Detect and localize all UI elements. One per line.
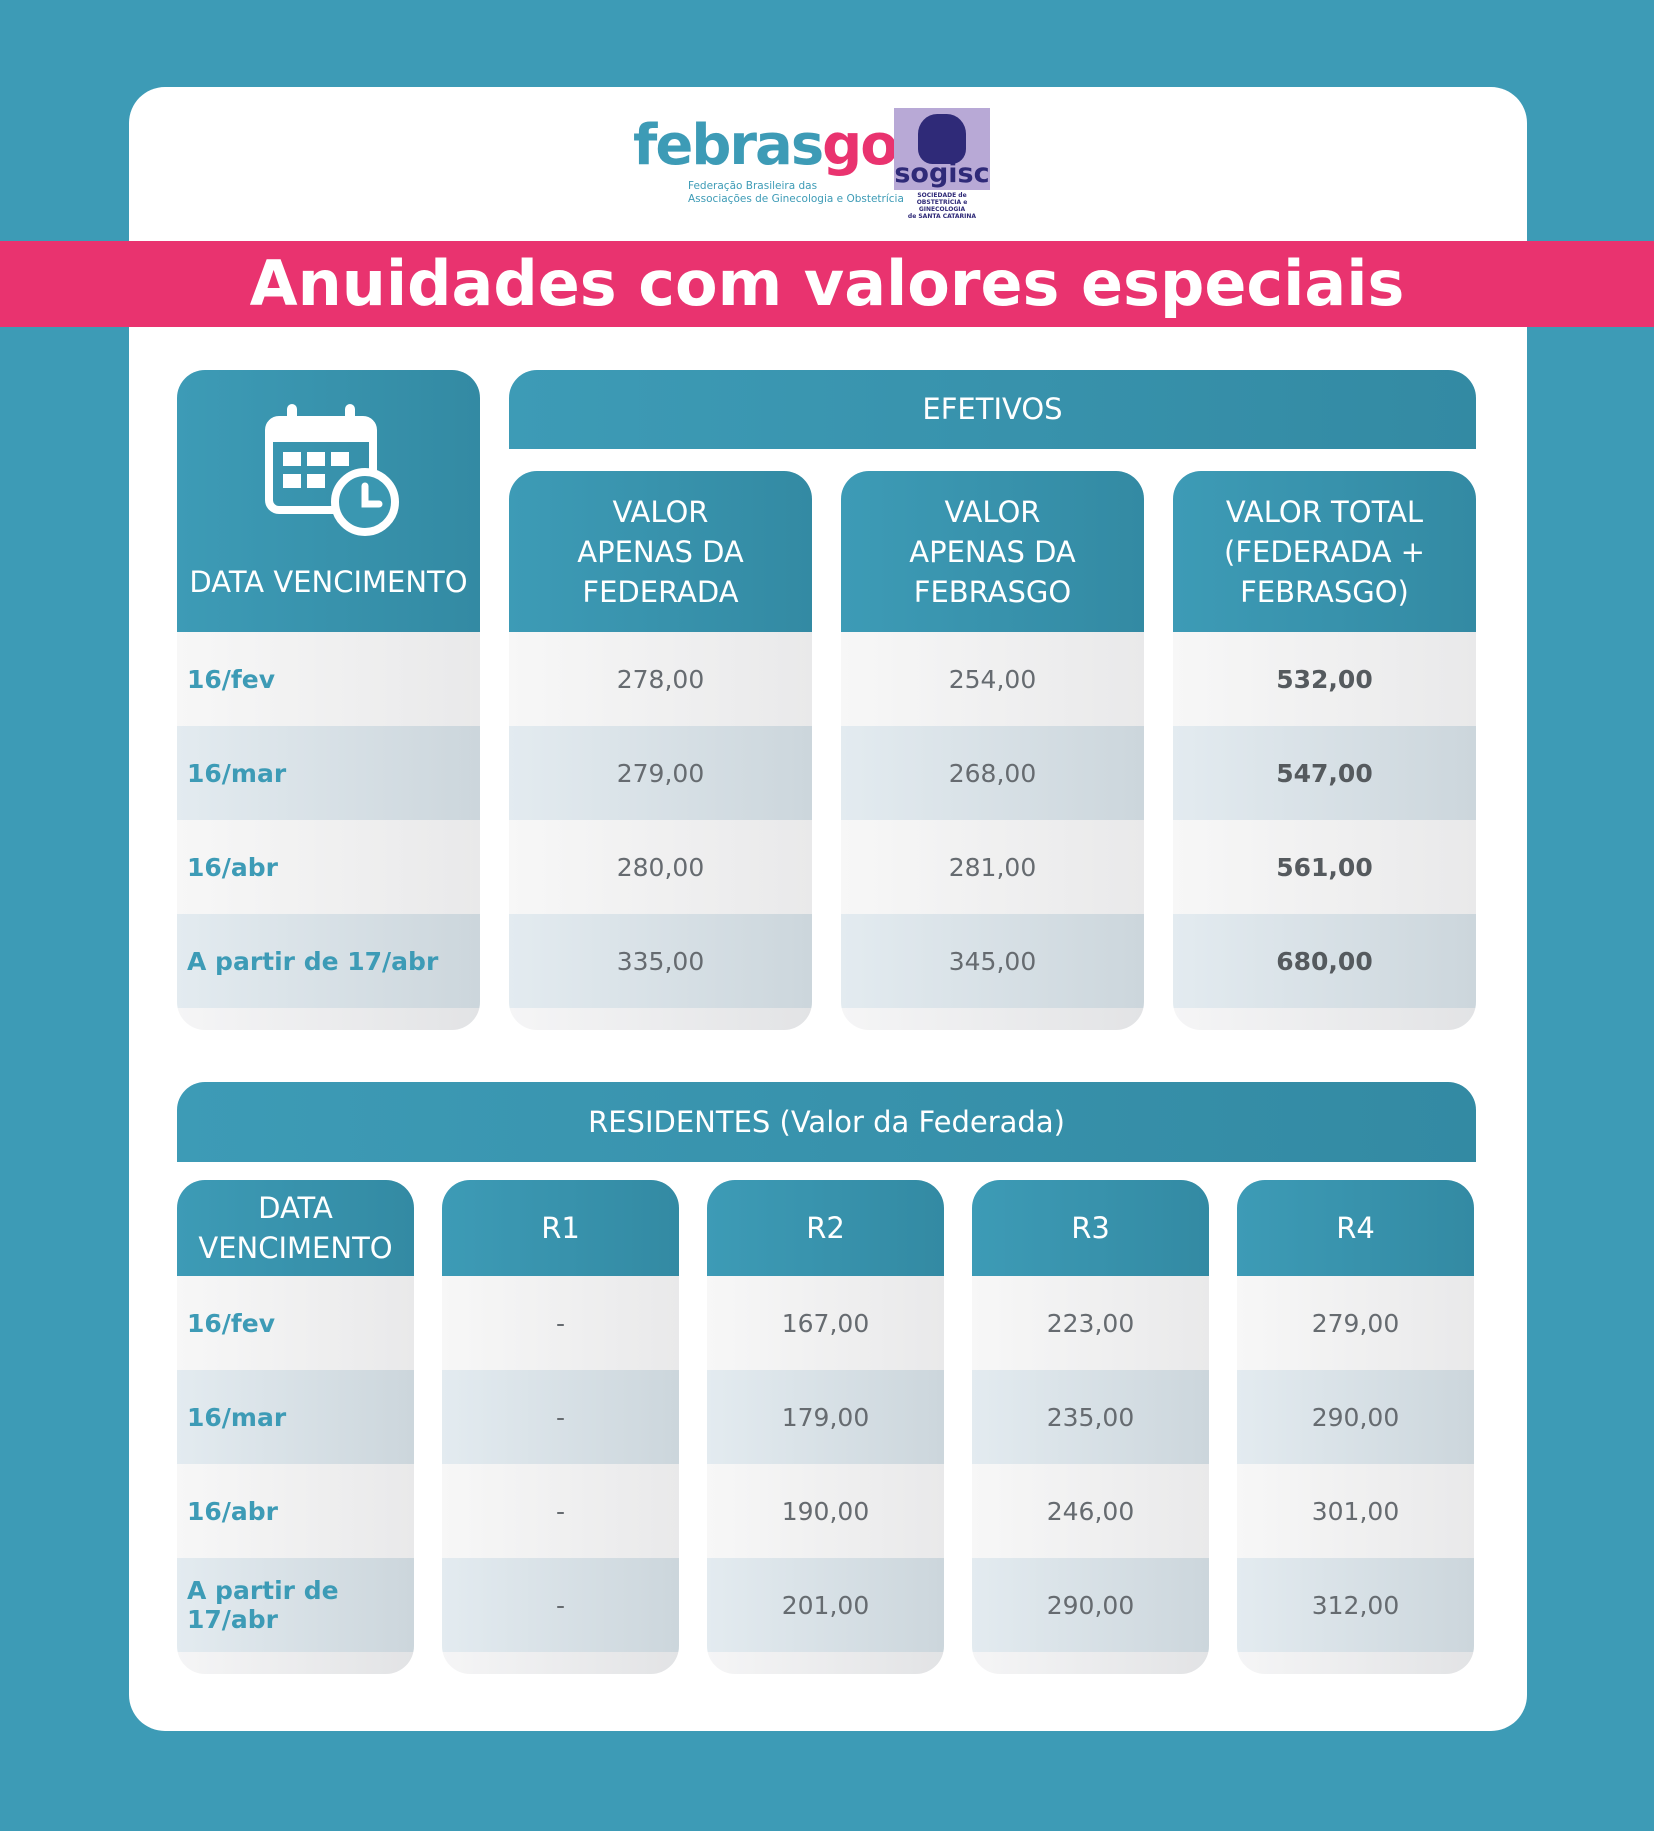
residentes-date-column: DATA VENCIMENTO 16/fev 16/mar 16/abr A p… bbox=[177, 1180, 414, 1674]
efetivos-federada-cell: 335,00 bbox=[509, 914, 812, 1008]
residentes-r4-column: R4 279,00 290,00 301,00 312,00 bbox=[1237, 1180, 1474, 1674]
residentes-date-header: DATA VENCIMENTO bbox=[177, 1180, 414, 1276]
efetivos-febrasgo-cell: 254,00 bbox=[841, 632, 1144, 726]
sogisc-logo: sogisc SOCIEDADE de OBSTETRÍCIA e GINECO… bbox=[894, 108, 990, 224]
efetivos-total-cell: 547,00 bbox=[1173, 726, 1476, 820]
residentes-date-cell: 16/fev bbox=[177, 1276, 414, 1370]
efetivos-febrasgo-cell: 268,00 bbox=[841, 726, 1144, 820]
efetivos-total-header: VALOR TOTAL (FEDERADA + FEBRASGO) bbox=[1173, 471, 1476, 632]
febrasgo-logo: febrasgo Federação Brasileira das Associ… bbox=[633, 118, 904, 208]
residentes-date-cell: 16/mar bbox=[177, 1370, 414, 1464]
residentes-r1-cell: - bbox=[442, 1558, 679, 1652]
efetivos-section-header: EFETIVOS bbox=[509, 370, 1476, 449]
residentes-r4-cell: 312,00 bbox=[1237, 1558, 1474, 1652]
page-title: Anuidades com valores especiais bbox=[0, 241, 1654, 327]
febrasgo-logo-subtitle: Federação Brasileira das Associações de … bbox=[688, 180, 904, 205]
residentes-r4-cell: 290,00 bbox=[1237, 1370, 1474, 1464]
efetivos-date-cell: A partir de 17/abr bbox=[177, 914, 480, 1008]
efetivos-date-column: DATA VENCIMENTO 16/fev 16/mar 16/abr A p… bbox=[177, 370, 480, 1030]
residentes-date-cell: 16/abr bbox=[177, 1464, 414, 1558]
sogisc-figure-icon bbox=[918, 114, 966, 164]
residentes-r3-cell: 290,00 bbox=[972, 1558, 1209, 1652]
residentes-r3-cell: 235,00 bbox=[972, 1370, 1209, 1464]
residentes-r3-cell: 223,00 bbox=[972, 1276, 1209, 1370]
residentes-r4-cell: 279,00 bbox=[1237, 1276, 1474, 1370]
efetivos-date-header-label: DATA VENCIMENTO bbox=[189, 565, 468, 599]
febrasgo-logo-text-a: febras bbox=[633, 113, 824, 178]
efetivos-febrasgo-header: VALOR APENAS DA FEBRASGO bbox=[841, 471, 1144, 632]
residentes-r1-cell: - bbox=[442, 1370, 679, 1464]
residentes-r3-column: R3 223,00 235,00 246,00 290,00 bbox=[972, 1180, 1209, 1674]
residentes-r1-cell: - bbox=[442, 1276, 679, 1370]
residentes-section-header: RESIDENTES (Valor da Federada) bbox=[177, 1082, 1476, 1162]
residentes-r2-cell: 201,00 bbox=[707, 1558, 944, 1652]
efetivos-date-cell: 16/fev bbox=[177, 632, 480, 726]
febrasgo-logo-text-b: go bbox=[822, 113, 899, 178]
efetivos-febrasgo-cell: 345,00 bbox=[841, 914, 1144, 1008]
residentes-r3-cell: 246,00 bbox=[972, 1464, 1209, 1558]
efetivos-febrasgo-cell: 281,00 bbox=[841, 820, 1144, 914]
residentes-r1-cell: - bbox=[442, 1464, 679, 1558]
residentes-r2-column: R2 167,00 179,00 190,00 201,00 bbox=[707, 1180, 944, 1674]
efetivos-federada-cell: 278,00 bbox=[509, 632, 812, 726]
residentes-r2-cell: 190,00 bbox=[707, 1464, 944, 1558]
efetivos-total-column: VALOR TOTAL (FEDERADA + FEBRASGO) 532,00… bbox=[1173, 471, 1476, 1030]
residentes-r4-cell: 301,00 bbox=[1237, 1464, 1474, 1558]
residentes-r2-cell: 167,00 bbox=[707, 1276, 944, 1370]
residentes-r4-header: R4 bbox=[1237, 1180, 1474, 1276]
efetivos-federada-cell: 279,00 bbox=[509, 726, 812, 820]
efetivos-date-cell: 16/mar bbox=[177, 726, 480, 820]
calendar-clock-icon bbox=[265, 404, 399, 536]
efetivos-federada-column: VALOR APENAS DA FEDERADA 278,00 279,00 2… bbox=[509, 471, 812, 1030]
sogisc-logo-subtitle: SOCIEDADE de OBSTETRÍCIA e GINECOLOGIA d… bbox=[907, 192, 977, 220]
efetivos-date-header: DATA VENCIMENTO bbox=[177, 370, 480, 632]
residentes-r3-header: R3 bbox=[972, 1180, 1209, 1276]
efetivos-federada-cell: 280,00 bbox=[509, 820, 812, 914]
residentes-r1-column: R1 - - - - bbox=[442, 1180, 679, 1674]
residentes-r2-cell: 179,00 bbox=[707, 1370, 944, 1464]
efetivos-total-cell: 561,00 bbox=[1173, 820, 1476, 914]
efetivos-total-cell: 532,00 bbox=[1173, 632, 1476, 726]
efetivos-date-cell: 16/abr bbox=[177, 820, 480, 914]
residentes-r1-header: R1 bbox=[442, 1180, 679, 1276]
efetivos-total-cell: 680,00 bbox=[1173, 914, 1476, 1008]
sogisc-logo-text: sogisc bbox=[894, 158, 990, 189]
residentes-date-cell: A partir de 17/abr bbox=[177, 1558, 414, 1652]
residentes-r2-header: R2 bbox=[707, 1180, 944, 1276]
efetivos-federada-header: VALOR APENAS DA FEDERADA bbox=[509, 471, 812, 632]
efetivos-febrasgo-column: VALOR APENAS DA FEBRASGO 254,00 268,00 2… bbox=[841, 471, 1144, 1030]
